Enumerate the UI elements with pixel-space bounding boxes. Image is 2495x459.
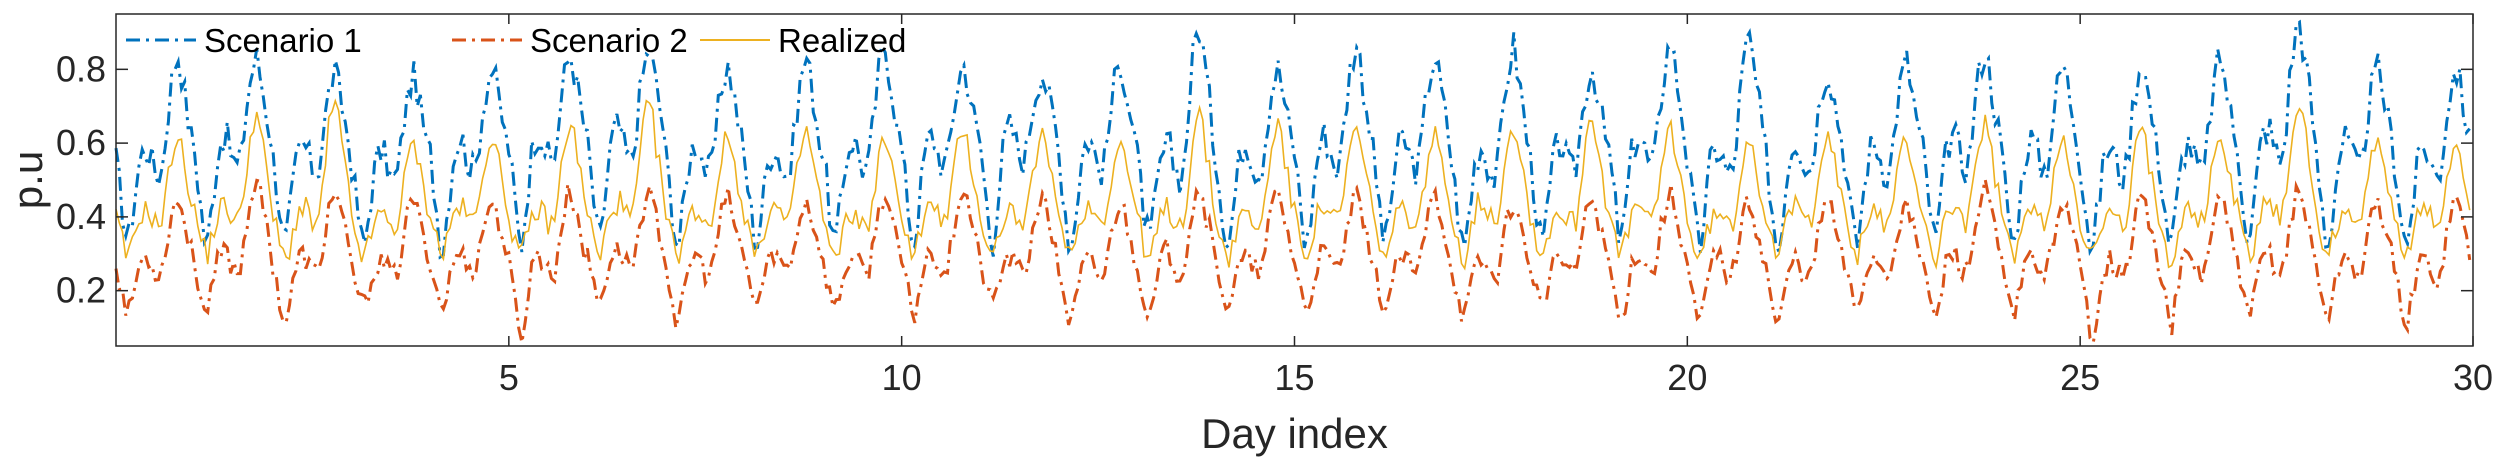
x-axis-label: Day index — [1201, 410, 1388, 457]
x-tick-label: 10 — [882, 357, 922, 398]
series-layer — [114, 19, 2472, 347]
axes-box — [115, 13, 2474, 347]
x-tick-label: 5 — [499, 357, 519, 398]
series-line-2 — [114, 178, 2472, 347]
y-tick-label: 0.8 — [56, 48, 106, 89]
x-tick-label: 25 — [2060, 357, 2100, 398]
legend: Scenario 1 Scenario 2 Realized — [126, 22, 906, 59]
x-tick-label: 30 — [2453, 357, 2493, 398]
legend-label-2: Scenario 2 — [530, 22, 688, 59]
x-tick-label: 15 — [1274, 357, 1314, 398]
y-tick-label: 0.2 — [56, 270, 106, 311]
series-line-3 — [115, 98, 2471, 271]
y-axis-label: p.u — [4, 151, 51, 209]
x-tick-label: 20 — [1667, 357, 1707, 398]
y-tick-label: 0.6 — [56, 122, 106, 163]
ticks-layer: 5 10 15 20 25 30 0.2 0.4 0.6 0.8 — [56, 14, 2493, 398]
series-line-1 — [114, 19, 2471, 260]
legend-label-3: Realized — [778, 22, 906, 59]
y-tick-label: 0.4 — [56, 196, 106, 237]
legend-label-1: Scenario 1 — [204, 22, 362, 59]
